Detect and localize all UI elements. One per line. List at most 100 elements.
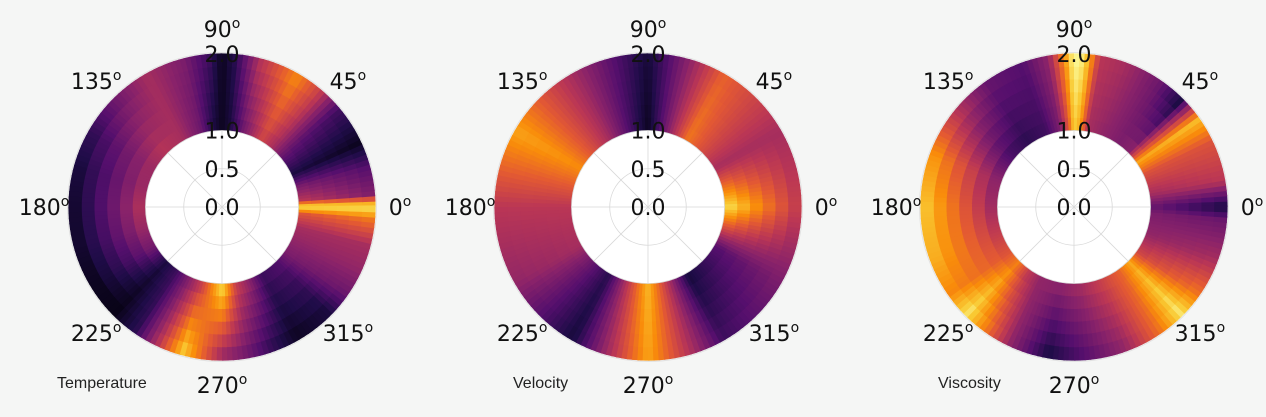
heatmap-cell — [950, 238, 966, 248]
heatmap-cell — [674, 82, 684, 97]
heatmap-cell — [143, 297, 156, 312]
heatmap-cell — [142, 87, 155, 103]
heatmap-cell — [1159, 84, 1173, 100]
heatmap-cell — [115, 131, 130, 144]
angular-tick-label: 135o — [497, 68, 548, 95]
heatmap-cell — [1002, 302, 1015, 317]
heatmap-cell — [975, 175, 990, 184]
heatmap-cell — [509, 134, 525, 147]
heatmap-cell — [513, 158, 529, 169]
heatmap-cell — [936, 233, 951, 243]
heatmap-cell — [152, 128, 165, 142]
heatmap-cell — [558, 203, 572, 208]
heatmap-cell — [1021, 116, 1033, 131]
heatmap-cell — [192, 107, 201, 122]
heatmap-cell — [595, 116, 607, 131]
heatmap-cell — [1113, 285, 1124, 300]
heatmap-cell — [1116, 311, 1128, 326]
heatmap-cell — [720, 178, 735, 186]
heatmap-cell — [1004, 96, 1017, 111]
heatmap-cell — [280, 81, 293, 97]
heatmap-cell — [590, 280, 602, 295]
heatmap-cell — [304, 282, 319, 296]
heatmap-cell — [327, 273, 343, 286]
heatmap-cell — [1037, 96, 1046, 111]
heatmap-cell — [1147, 224, 1162, 232]
heatmap-cell — [523, 234, 539, 244]
heatmap-cell — [1129, 257, 1142, 270]
heatmap-cell — [178, 314, 188, 330]
heatmap-cell — [561, 126, 575, 140]
heatmap-cell — [97, 289, 113, 303]
heatmap-cell — [1178, 248, 1194, 260]
heatmap-cell — [972, 295, 987, 310]
heatmap-cell — [986, 222, 1000, 230]
heatmap-cell — [542, 109, 557, 123]
heatmap-cell — [545, 311, 559, 326]
heatmap-cell — [327, 157, 343, 168]
heatmap-cell — [740, 130, 755, 143]
heatmap-cell — [353, 248, 369, 260]
radial-tick-label: 0.0 — [205, 196, 240, 221]
heatmap-cell — [253, 302, 263, 317]
heatmap-cell — [999, 315, 1012, 330]
heatmap-cell — [600, 271, 611, 286]
heatmap-cell — [514, 277, 530, 290]
angular-tick-label: 180o — [871, 194, 922, 221]
heatmap-cell — [586, 121, 599, 136]
heatmap-cell — [1100, 277, 1109, 292]
heatmap-cell — [546, 219, 561, 226]
heatmap-cell — [96, 136, 112, 149]
heatmap-cell — [740, 91, 755, 107]
heatmap-cell — [741, 306, 756, 322]
heatmap-cell — [1002, 149, 1016, 161]
heatmap-cell — [526, 270, 541, 283]
heatmap-cell — [268, 309, 280, 325]
heatmap-cell — [95, 262, 111, 275]
heatmap-cell — [1113, 326, 1124, 341]
heatmap-cell — [1145, 145, 1160, 158]
heatmap-cell — [133, 272, 147, 286]
heatmap-cell — [988, 146, 1002, 158]
heatmap-cell — [313, 247, 328, 258]
heatmap-cell — [705, 303, 718, 318]
heatmap-cell — [295, 148, 310, 160]
heatmap-cell — [995, 264, 1009, 277]
heatmap-cell — [154, 304, 166, 319]
heatmap-cell — [1051, 119, 1059, 133]
heatmap-cell — [1100, 109, 1110, 124]
heatmap-cell — [95, 226, 111, 235]
heatmap-cell — [99, 132, 114, 145]
heatmap-cell — [284, 84, 297, 99]
heatmap-cell — [302, 242, 317, 252]
heatmap-cell — [566, 325, 580, 341]
heatmap-cell — [1123, 278, 1136, 293]
heatmap-cell — [1007, 319, 1020, 335]
heatmap-cell — [140, 141, 154, 153]
heatmap-cell — [1121, 280, 1133, 295]
heatmap-cell — [663, 294, 671, 309]
heatmap-cell — [779, 152, 795, 164]
heatmap-cell — [715, 140, 729, 153]
heatmap-cell — [704, 146, 717, 158]
heatmap-cell — [1022, 130, 1034, 145]
heatmap-cell — [319, 174, 334, 183]
heatmap-cell — [150, 113, 163, 128]
heatmap-cell — [1136, 155, 1151, 167]
heatmap-cell — [980, 243, 995, 253]
heatmap-cell — [1123, 263, 1135, 276]
heatmap-cell — [519, 202, 534, 209]
heatmap-cell — [945, 116, 961, 130]
heatmap-cell — [689, 115, 700, 130]
heatmap-cell — [120, 222, 135, 230]
heatmap-cell — [567, 280, 581, 294]
heatmap-cell — [122, 178, 137, 187]
heatmap-cell — [524, 167, 539, 177]
heatmap-cell — [569, 264, 583, 277]
heatmap-cell — [244, 121, 253, 136]
heatmap-cell — [236, 307, 244, 322]
heatmap-cell — [293, 175, 308, 184]
heatmap-cell — [340, 249, 355, 260]
heatmap-cell — [590, 89, 602, 105]
heatmap-cell — [717, 169, 732, 179]
